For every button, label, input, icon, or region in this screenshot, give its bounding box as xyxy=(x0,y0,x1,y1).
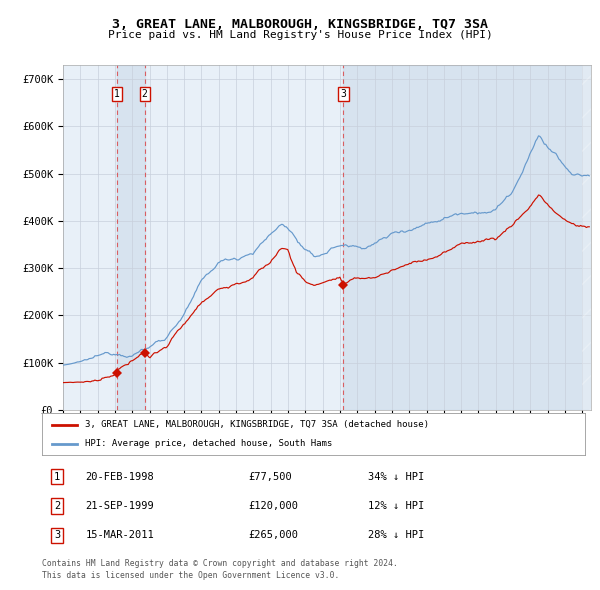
Text: 2: 2 xyxy=(54,501,61,511)
Text: 3, GREAT LANE, MALBOROUGH, KINGSBRIDGE, TQ7 3SA (detached house): 3, GREAT LANE, MALBOROUGH, KINGSBRIDGE, … xyxy=(85,421,430,430)
Text: 15-MAR-2011: 15-MAR-2011 xyxy=(85,530,154,540)
Text: 20-FEB-1998: 20-FEB-1998 xyxy=(85,471,154,481)
Text: This data is licensed under the Open Government Licence v3.0.: This data is licensed under the Open Gov… xyxy=(42,571,340,579)
Text: 28% ↓ HPI: 28% ↓ HPI xyxy=(368,530,424,540)
Text: £77,500: £77,500 xyxy=(248,471,292,481)
Text: £120,000: £120,000 xyxy=(248,501,298,511)
Text: HPI: Average price, detached house, South Hams: HPI: Average price, detached house, Sout… xyxy=(85,439,332,448)
Text: Price paid vs. HM Land Registry's House Price Index (HPI): Price paid vs. HM Land Registry's House … xyxy=(107,30,493,40)
Text: 3: 3 xyxy=(341,89,346,99)
Text: £265,000: £265,000 xyxy=(248,530,298,540)
Text: 3: 3 xyxy=(54,530,61,540)
Bar xyxy=(117,65,145,410)
Bar xyxy=(583,65,591,410)
Text: 2: 2 xyxy=(142,89,148,99)
Text: 12% ↓ HPI: 12% ↓ HPI xyxy=(368,501,424,511)
Text: Contains HM Land Registry data © Crown copyright and database right 2024.: Contains HM Land Registry data © Crown c… xyxy=(42,559,398,568)
Bar xyxy=(343,65,591,410)
Text: 34% ↓ HPI: 34% ↓ HPI xyxy=(368,471,424,481)
Text: 21-SEP-1999: 21-SEP-1999 xyxy=(85,501,154,511)
Text: 3, GREAT LANE, MALBOROUGH, KINGSBRIDGE, TQ7 3SA: 3, GREAT LANE, MALBOROUGH, KINGSBRIDGE, … xyxy=(112,18,488,31)
Text: 1: 1 xyxy=(114,89,120,99)
Text: 1: 1 xyxy=(54,471,61,481)
